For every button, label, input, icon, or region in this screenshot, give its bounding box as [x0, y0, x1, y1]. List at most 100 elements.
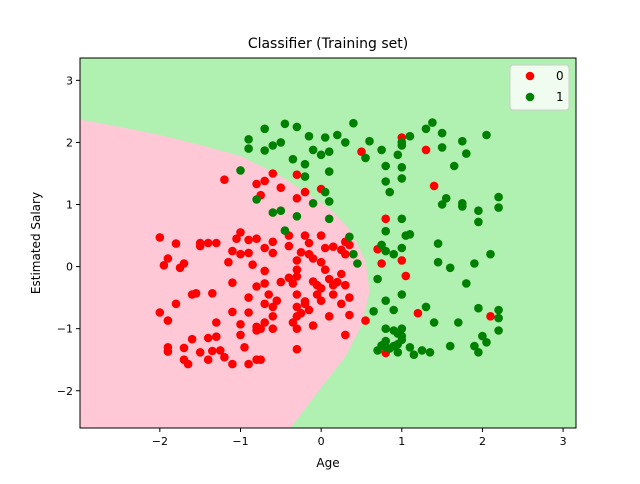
point-class-1 — [389, 305, 399, 315]
point-class-0 — [236, 320, 245, 329]
point-class-1 — [397, 290, 407, 299]
point-class-0 — [308, 321, 318, 330]
point-class-1 — [474, 348, 483, 357]
point-class-0 — [304, 305, 314, 315]
point-class-1 — [324, 147, 334, 156]
point-class-1 — [474, 217, 483, 227]
point-class-1 — [308, 199, 318, 208]
point-class-0 — [312, 290, 322, 299]
point-class-1 — [369, 307, 378, 316]
point-class-1 — [349, 118, 358, 128]
point-class-1 — [308, 145, 318, 155]
point-class-0 — [304, 238, 314, 248]
point-class-1 — [393, 348, 403, 357]
point-class-0 — [320, 265, 330, 275]
point-class-0 — [324, 274, 334, 284]
point-class-0 — [276, 277, 286, 287]
legend-box — [509, 64, 570, 111]
point-class-0 — [236, 249, 245, 259]
point-class-1 — [397, 243, 407, 253]
point-class-0 — [292, 265, 302, 275]
point-class-0 — [268, 324, 278, 334]
point-class-0 — [264, 290, 274, 299]
point-class-0 — [244, 235, 253, 245]
point-class-1 — [381, 226, 391, 236]
point-class-0 — [256, 324, 266, 334]
point-class-0 — [268, 237, 278, 247]
axes-frame — [79, 57, 577, 429]
point-class-1 — [345, 232, 354, 242]
point-class-0 — [236, 228, 245, 237]
scatter-points — [155, 118, 503, 369]
point-class-1 — [421, 124, 431, 134]
point-class-1 — [429, 318, 439, 327]
plot-frame — [79, 57, 577, 429]
point-class-0 — [252, 282, 261, 291]
point-class-0 — [187, 334, 197, 344]
point-class-1 — [486, 249, 495, 259]
point-class-0 — [155, 233, 165, 242]
series-0 — [155, 133, 495, 369]
point-class-1 — [494, 313, 503, 323]
point-class-1 — [292, 122, 302, 132]
point-class-0 — [252, 179, 261, 189]
point-class-1 — [300, 172, 310, 181]
point-class-0 — [244, 248, 253, 258]
point-class-1 — [494, 203, 503, 212]
point-class-0 — [316, 296, 326, 306]
point-class-0 — [337, 269, 346, 279]
point-class-0 — [208, 346, 217, 356]
point-class-0 — [179, 355, 189, 365]
point-class-1 — [373, 274, 382, 284]
point-class-1 — [276, 138, 286, 147]
point-class-1 — [478, 331, 487, 341]
plot-area — [80, 58, 576, 428]
point-class-0 — [236, 330, 245, 340]
point-class-0 — [244, 308, 253, 317]
point-class-0 — [300, 187, 310, 197]
x-tick-label: 0 — [318, 435, 325, 448]
point-class-1 — [316, 150, 326, 160]
point-class-1 — [385, 187, 395, 197]
point-class-0 — [337, 299, 346, 309]
point-class-1 — [377, 145, 386, 155]
point-class-1 — [381, 336, 391, 346]
x-axis-label: Age — [316, 456, 339, 470]
point-class-0 — [292, 272, 302, 281]
point-class-1 — [389, 249, 399, 259]
point-class-0 — [345, 310, 354, 320]
point-class-0 — [401, 271, 411, 281]
point-class-1 — [454, 318, 463, 327]
point-class-1 — [458, 136, 467, 146]
point-class-0 — [252, 234, 261, 243]
point-class-1 — [280, 226, 290, 235]
point-class-1 — [417, 346, 427, 355]
point-class-0 — [244, 293, 253, 302]
point-class-0 — [220, 352, 229, 362]
point-class-0 — [381, 214, 391, 224]
point-class-0 — [292, 194, 302, 203]
point-class-1 — [365, 136, 374, 146]
y-tick-label: −2 — [57, 385, 73, 398]
point-class-0 — [341, 280, 350, 290]
point-class-0 — [195, 238, 205, 248]
point-class-1 — [333, 130, 342, 140]
point-class-1 — [381, 296, 391, 306]
point-class-0 — [163, 316, 173, 325]
point-class-1 — [405, 230, 415, 239]
point-class-0 — [212, 318, 221, 327]
point-class-0 — [276, 183, 286, 192]
point-class-1 — [393, 339, 403, 349]
point-class-1 — [474, 303, 483, 313]
point-class-1 — [280, 119, 290, 129]
point-class-1 — [324, 197, 334, 206]
point-class-0 — [320, 243, 330, 253]
chart-title: Classifier (Training set) — [248, 36, 408, 52]
y-tick-label: 1 — [66, 199, 73, 212]
point-class-1 — [409, 350, 419, 360]
point-class-1 — [349, 249, 358, 259]
point-class-1 — [260, 124, 270, 134]
point-class-0 — [260, 279, 270, 288]
point-class-1 — [320, 187, 330, 197]
point-class-0 — [268, 169, 278, 178]
